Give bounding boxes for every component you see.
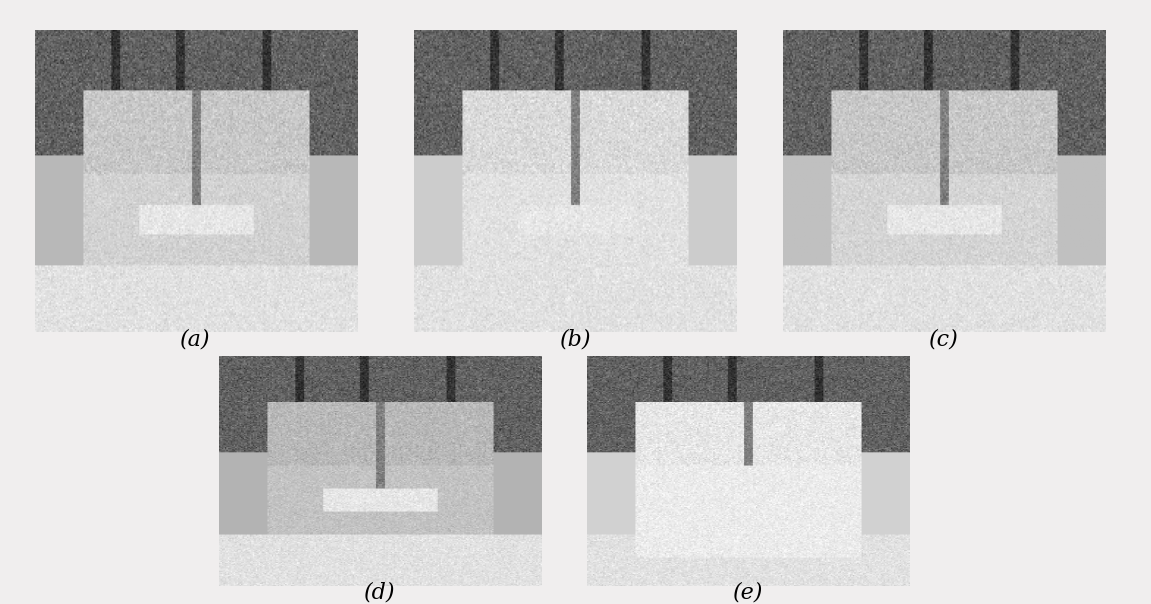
Text: (c): (c) <box>929 329 959 350</box>
Text: (a): (a) <box>181 329 211 350</box>
Text: (b): (b) <box>559 329 592 350</box>
Text: (d): (d) <box>364 582 396 604</box>
Text: (e): (e) <box>733 582 763 604</box>
